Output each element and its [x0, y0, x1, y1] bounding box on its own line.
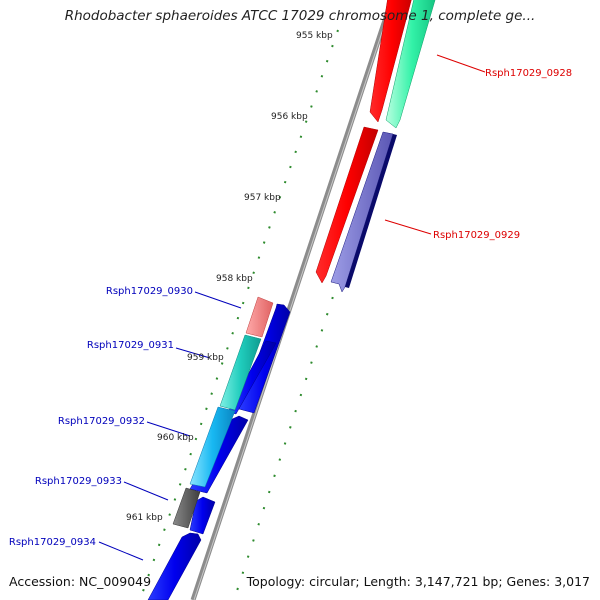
- ruler-tick-label-957: 957 kbp: [244, 193, 281, 203]
- map-title: Rhodobacter sphaeroides ATCC 17029 chrom…: [64, 8, 536, 24]
- ruler-track-inner: [139, 29, 339, 600]
- ruler-tick-label-959: 959 kbp: [187, 353, 224, 363]
- leader-line-0933: [123, 481, 169, 501]
- gene-feature-gray[interactable]: [172, 487, 201, 529]
- gene-feature-teal[interactable]: [219, 334, 262, 411]
- chromosome-backbone: [190, 0, 395, 600]
- accession-text: Accession: NC_009049: [9, 574, 152, 589]
- gene-feature-rsph17029-0928[interactable]: [369, 0, 414, 123]
- leader-line-0934: [98, 541, 144, 561]
- gene-feature-rsph17029-0934[interactable]: [147, 532, 202, 600]
- gene-label-rsph17029-0933[interactable]: Rsph17029_0933: [35, 476, 122, 487]
- gene-label-rsph17029-0932[interactable]: Rsph17029_0932: [58, 416, 145, 427]
- topology-summary-text: Topology: circular; Length: 3,147,721 bp…: [246, 574, 590, 589]
- ruler-tick-label-960: 960 kbp: [157, 433, 194, 443]
- gene-feature-cyan[interactable]: [189, 406, 236, 488]
- gene-label-rsph17029-0934[interactable]: Rsph17029_0934: [9, 537, 96, 548]
- gene-label-rsph17029-0931[interactable]: Rsph17029_0931: [87, 340, 174, 351]
- leader-line-0930: [194, 291, 242, 309]
- leader-line-0931: [175, 347, 211, 359]
- leader-line-0932: [146, 421, 191, 437]
- gene-feature-rsph17029-0928-companion[interactable]: [385, 0, 438, 129]
- leader-line-0929: [384, 219, 432, 235]
- gene-feature-pink[interactable]: [245, 296, 274, 338]
- ruler-tick-label-956: 956 kbp: [271, 112, 308, 122]
- leader-line-0928: [436, 54, 486, 73]
- ruler-tick-label-955: 955 kbp: [296, 31, 333, 41]
- gene-feature-rsph17029-0929[interactable]: [315, 126, 379, 284]
- gene-label-rsph17029-0928[interactable]: Rsph17029_0928: [485, 68, 572, 79]
- gene-label-rsph17029-0930[interactable]: Rsph17029_0930: [106, 286, 193, 297]
- ruler-tick-label-961: 961 kbp: [126, 513, 163, 523]
- ruler-tick-label-958: 958 kbp: [216, 274, 253, 284]
- gene-label-rsph17029-0929[interactable]: Rsph17029_0929: [433, 230, 520, 241]
